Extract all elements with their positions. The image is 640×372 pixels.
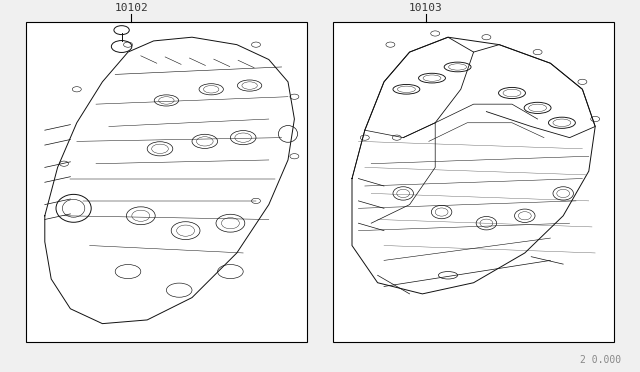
Text: 10102: 10102 — [115, 3, 148, 13]
Bar — [26, 22, 307, 342]
Text: 10103: 10103 — [409, 3, 442, 13]
Bar — [333, 22, 614, 342]
Text: 2 0.000: 2 0.000 — [580, 355, 621, 365]
